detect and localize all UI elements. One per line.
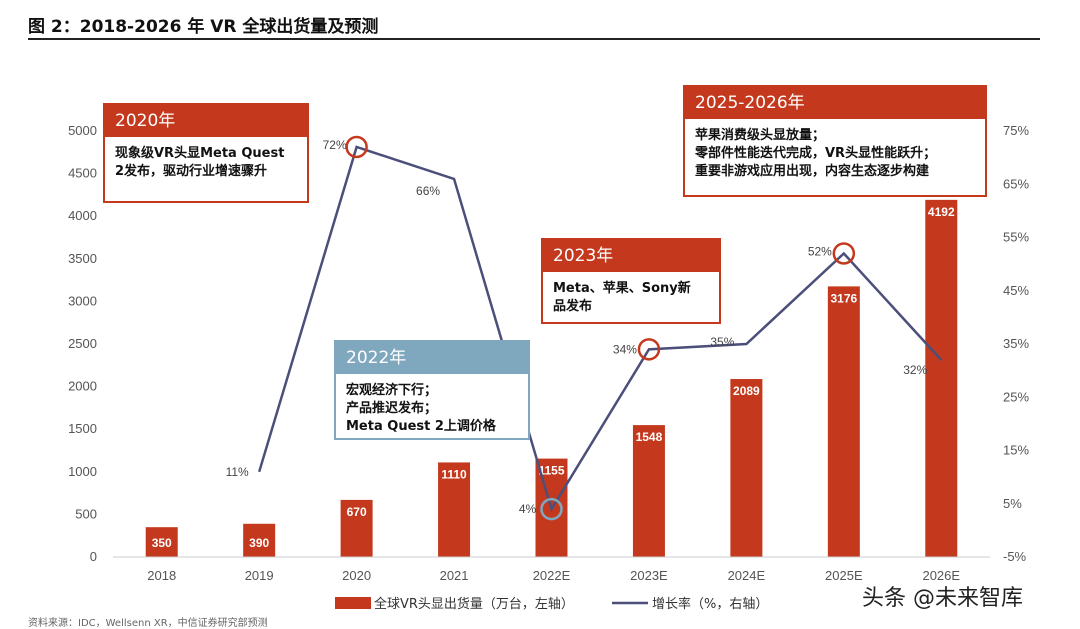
- annotation-header: 2020年: [105, 105, 307, 137]
- left-axis-tick-label: 1000: [68, 464, 97, 479]
- source-note: 资料来源：IDC，Wellsenn XR，中信证券研究部预测: [28, 618, 268, 629]
- right-axis-tick-label: 55%: [1003, 230, 1029, 245]
- legend-bar-label: 全球VR头显出货量（万台，左轴）: [374, 596, 574, 612]
- annotation-2025-2026: 2025-2026年 苹果消费级头显放量； 零部件性能迭代完成，VR头显性能跃升…: [683, 85, 987, 197]
- bar-series: [145, 199, 958, 557]
- x-axis-tick-label: 2020: [342, 568, 371, 583]
- figure-title: 图 2：2018-2026 年 VR 全球出货量及预测: [28, 17, 379, 37]
- right-axis-tick-label: 15%: [1003, 443, 1029, 458]
- annotation-body: Meta、苹果、Sony新 品发布: [553, 281, 691, 314]
- bar-value-label: 1110: [441, 467, 467, 481]
- bar-2021: [438, 462, 471, 557]
- annotation-header: 2022年: [336, 342, 528, 374]
- bar-value-label: 4192: [928, 205, 955, 219]
- annotation-header: 2023年: [543, 240, 719, 272]
- growth-value-label: 35%: [710, 335, 734, 349]
- x-axis-tick-label: 2024E: [728, 568, 766, 583]
- x-axis-tick-label: 2018: [147, 568, 176, 583]
- growth-value-label: 72%: [323, 138, 347, 152]
- highlight-circle-2022E: [540, 497, 563, 521]
- bar-2020: [340, 499, 373, 557]
- annotation-2022: 2022年 宏观经济下行； 产品推迟发布； Meta Quest 2上调价格: [334, 340, 530, 440]
- growth-line: [257, 145, 943, 513]
- annotation-header: 2025-2026年: [685, 87, 985, 119]
- left-axis-tick-label: 3500: [68, 251, 97, 266]
- left-axis-tick-label: 0: [90, 549, 97, 564]
- highlight-circle-2020: [345, 135, 368, 159]
- x-axis-tick-label: 2025E: [825, 568, 863, 583]
- bar-value-label: 3176: [830, 291, 857, 305]
- bar-value-label: 670: [347, 505, 367, 519]
- bar-2024E: [730, 379, 763, 557]
- bar-value-label: 1548: [636, 430, 663, 444]
- annotation-body: 宏观经济下行； 产品推迟发布； Meta Quest 2上调价格: [346, 383, 496, 434]
- x-axis: 2018 2019 2020 2021 2022E 2023E 2024E 2025E 2026…: [113, 556, 990, 583]
- right-axis-tick-label: 5%: [1003, 496, 1022, 511]
- bar-value-label: 1155: [538, 464, 564, 478]
- left-axis-tick-label: 4500: [68, 166, 97, 181]
- annotation-body: 现象级VR头显Meta Quest 2发布，驱动行业增速骤升: [115, 146, 285, 179]
- bar-value-labels: 350 390 670 1110 1155 1548 2089 3176 4192: [152, 205, 955, 550]
- bar-2025E: [827, 286, 860, 557]
- annotation-2023: 2023年 Meta、苹果、Sony新 品发布: [541, 238, 721, 324]
- highlight-circle-2023E: [637, 338, 661, 361]
- chart-legend: 全球VR头显出货量（万台，左轴） 增长率（%，右轴）: [335, 596, 768, 612]
- bar-2023E: [632, 425, 665, 557]
- right-axis-tick-label: 45%: [1003, 283, 1029, 298]
- left-axis-tick-label: 5000: [68, 123, 97, 138]
- x-axis-tick-label: 2021: [440, 568, 469, 583]
- bar-2026E: [925, 199, 958, 557]
- left-axis-tick-label: 2000: [68, 379, 97, 394]
- watermark: 头条 @未来智库: [862, 586, 1023, 611]
- growth-value-label: 11%: [226, 465, 249, 479]
- x-axis-tick-label: 2022E: [533, 568, 571, 583]
- left-axis: 0 500 1000 1500 2000 2500 3000 3500 4000 4500 5000: [68, 123, 97, 564]
- bar-value-label: 390: [249, 536, 269, 550]
- growth-value-labels: 11% 72% 66% 4% 34% 35% 52% 32%: [226, 138, 928, 516]
- growth-value-label: 34%: [613, 342, 637, 356]
- x-axis-tick-label: 2019: [245, 568, 274, 583]
- bar-value-label: 350: [152, 536, 172, 550]
- annotation-body: 苹果消费级头显放量； 零部件性能迭代完成，VR头显性能跃升； 重要非游戏应用出现…: [695, 128, 937, 179]
- right-axis-tick-label: -5%: [1003, 549, 1027, 564]
- left-axis-tick-label: 500: [75, 506, 97, 521]
- growth-value-label: 32%: [903, 363, 927, 377]
- right-axis: -5% 5% 15% 25% 35% 45% 55% 65% 75%: [1003, 123, 1029, 564]
- x-axis-tick-label: 2023E: [630, 568, 668, 583]
- bar-2018: [145, 527, 178, 557]
- growth-value-label: 66%: [416, 184, 440, 198]
- left-axis-tick-label: 2500: [68, 336, 97, 351]
- bar-value-label: 2089: [733, 384, 760, 398]
- legend-bar-swatch: [335, 597, 371, 609]
- right-axis-tick-label: 75%: [1003, 123, 1029, 138]
- right-axis-tick-label: 35%: [1003, 336, 1029, 351]
- annotation-2020: 2020年 现象级VR头显Meta Quest 2发布，驱动行业增速骤升: [103, 103, 309, 203]
- title-divider: [28, 38, 1040, 40]
- legend-line-label: 增长率（%，右轴）: [652, 596, 768, 612]
- highlight-circle-2025E: [832, 242, 856, 265]
- left-axis-tick-label: 3000: [68, 293, 97, 308]
- right-axis-tick-label: 65%: [1003, 176, 1029, 191]
- left-axis-tick-label: 4000: [68, 208, 97, 223]
- x-axis-tick-label: 2026E: [922, 568, 960, 583]
- growth-value-label: 52%: [808, 244, 832, 258]
- bar-2019: [243, 523, 276, 557]
- growth-value-label: 4%: [519, 502, 537, 516]
- right-axis-tick-label: 25%: [1003, 389, 1029, 404]
- left-axis-tick-label: 1500: [68, 421, 97, 436]
- growth-line-series: [257, 135, 943, 521]
